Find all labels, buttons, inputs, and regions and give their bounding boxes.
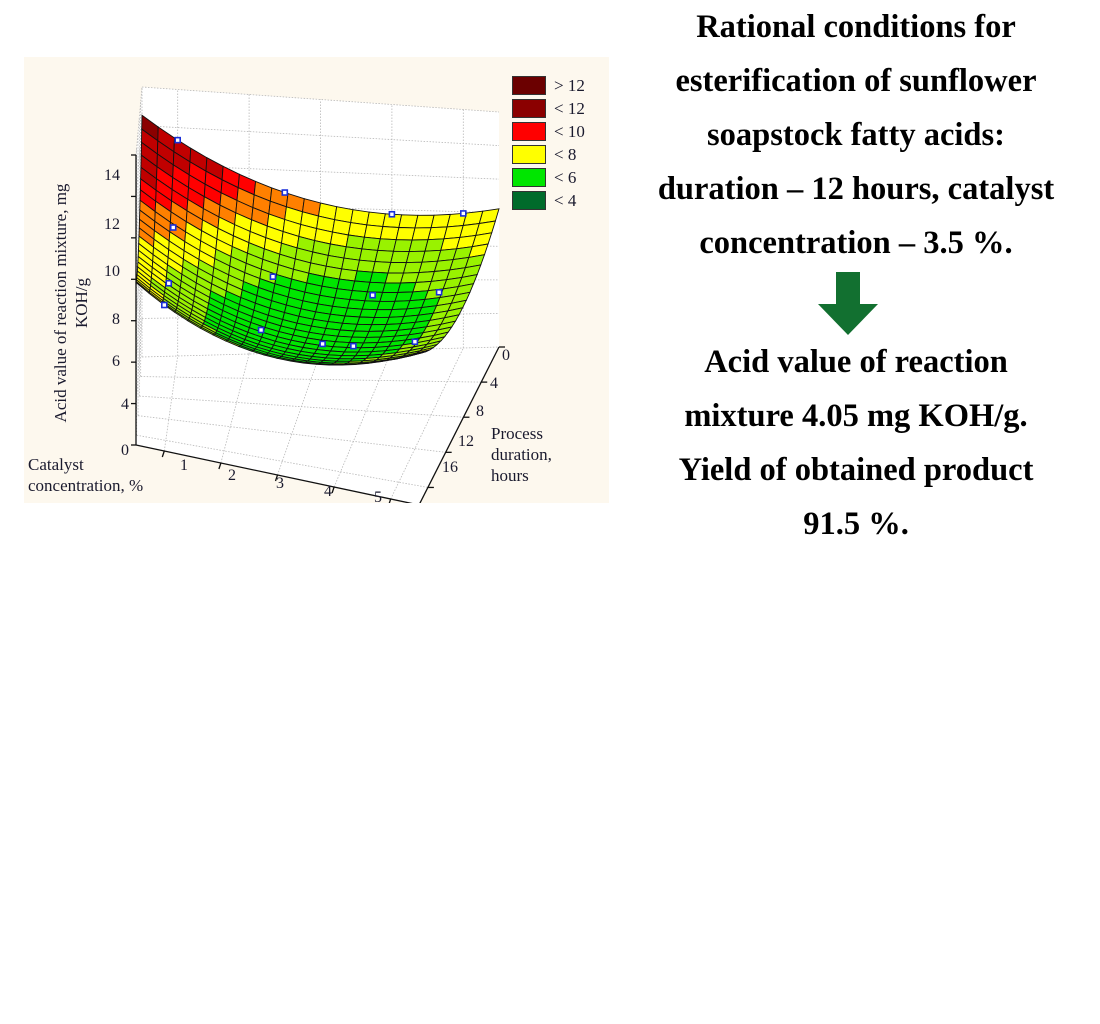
x-tick: 4 xyxy=(324,483,332,500)
z-tick: 14 xyxy=(104,167,120,184)
conditions-line: concentration – 3.5 %. xyxy=(699,225,1013,261)
x-tick: 5 xyxy=(374,489,382,506)
x-tick: 3 xyxy=(276,475,284,492)
y-tick: 0 xyxy=(502,347,510,364)
conditions-line: soapstock fatty acids: xyxy=(707,117,1005,153)
z-tick: 6 xyxy=(112,353,120,370)
legend-label: < 6 xyxy=(554,167,577,187)
legend-swatch xyxy=(512,76,546,95)
z-tick: 12 xyxy=(104,216,120,233)
z-tick: 10 xyxy=(104,263,120,280)
legend-item: < 4 xyxy=(512,189,585,212)
legend-label: < 4 xyxy=(554,190,577,210)
surface-mesh xyxy=(135,114,500,366)
legend-swatch xyxy=(512,122,546,141)
z-tick: 0 xyxy=(121,442,129,459)
result-line: 91.5 %. xyxy=(803,506,909,542)
surface-chart: > 12 < 12 < 10 < 8 < 6 < 4 Acid value of… xyxy=(24,57,609,506)
x-axis-title: Catalyst concentration, % xyxy=(28,454,168,496)
x-tick: 2 xyxy=(228,467,236,484)
legend-label: < 8 xyxy=(554,144,577,164)
y-axis-title: Process duration, hours xyxy=(491,424,552,485)
legend-swatch xyxy=(512,168,546,187)
conditions-text: Rational conditions for esterification o… xyxy=(612,0,1100,270)
legend-label: > 12 xyxy=(554,75,585,95)
x-axis-title-text: Catalyst concentration, % xyxy=(28,455,144,495)
result-line: Yield of obtained product xyxy=(678,452,1034,488)
y-tick: 12 xyxy=(458,433,474,450)
y-tick: 16 xyxy=(442,459,458,476)
z-axis-title: Acid value of reaction mixture, mg KOH/g xyxy=(51,183,91,423)
z-tick: 8 xyxy=(112,311,120,328)
y-tick: 8 xyxy=(476,403,484,420)
conditions-line: duration – 12 hours, catalyst xyxy=(657,171,1055,207)
legend-swatch xyxy=(512,191,546,210)
conditions-line: esterification of sunflower xyxy=(675,63,1037,99)
legend-swatch xyxy=(512,145,546,164)
y-tick: 4 xyxy=(490,375,498,392)
x-tick: 1 xyxy=(180,457,188,474)
result-line: mixture 4.05 mg KOH/g. xyxy=(684,398,1028,434)
legend-item: < 10 xyxy=(512,120,585,143)
conditions-line: Rational conditions for xyxy=(696,9,1016,45)
legend-item: < 8 xyxy=(512,143,585,166)
z-tick: 4 xyxy=(121,396,129,413)
legend-item: < 12 xyxy=(512,97,585,120)
result-text: Acid value of reaction mixture 4.05 mg K… xyxy=(612,335,1100,551)
result-line: Acid value of reaction xyxy=(704,344,1008,380)
legend-label: < 12 xyxy=(554,98,585,118)
surface-plot xyxy=(131,86,505,503)
legend-item: < 6 xyxy=(512,166,585,189)
legend-item: > 12 xyxy=(512,74,585,97)
legend: > 12 < 12 < 10 < 8 < 6 < 4 xyxy=(512,74,585,212)
legend-swatch xyxy=(512,99,546,118)
arrow-down-icon xyxy=(818,272,878,335)
legend-label: < 10 xyxy=(554,121,585,141)
